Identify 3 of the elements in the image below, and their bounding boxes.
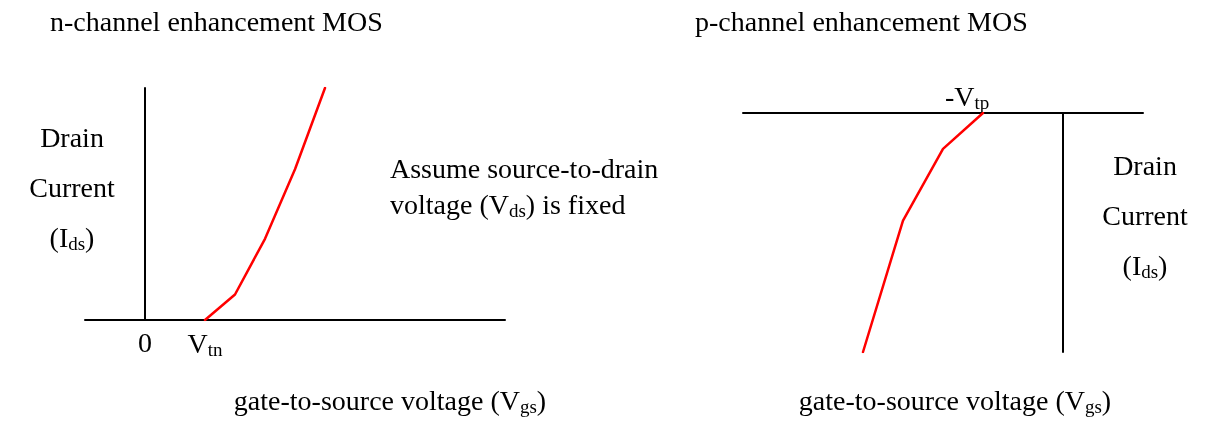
- chart-title: p-channel enhancement MOS: [695, 5, 1028, 37]
- x-tick-label: 0: [138, 326, 152, 358]
- chart-title: n-channel enhancement MOS: [50, 5, 383, 37]
